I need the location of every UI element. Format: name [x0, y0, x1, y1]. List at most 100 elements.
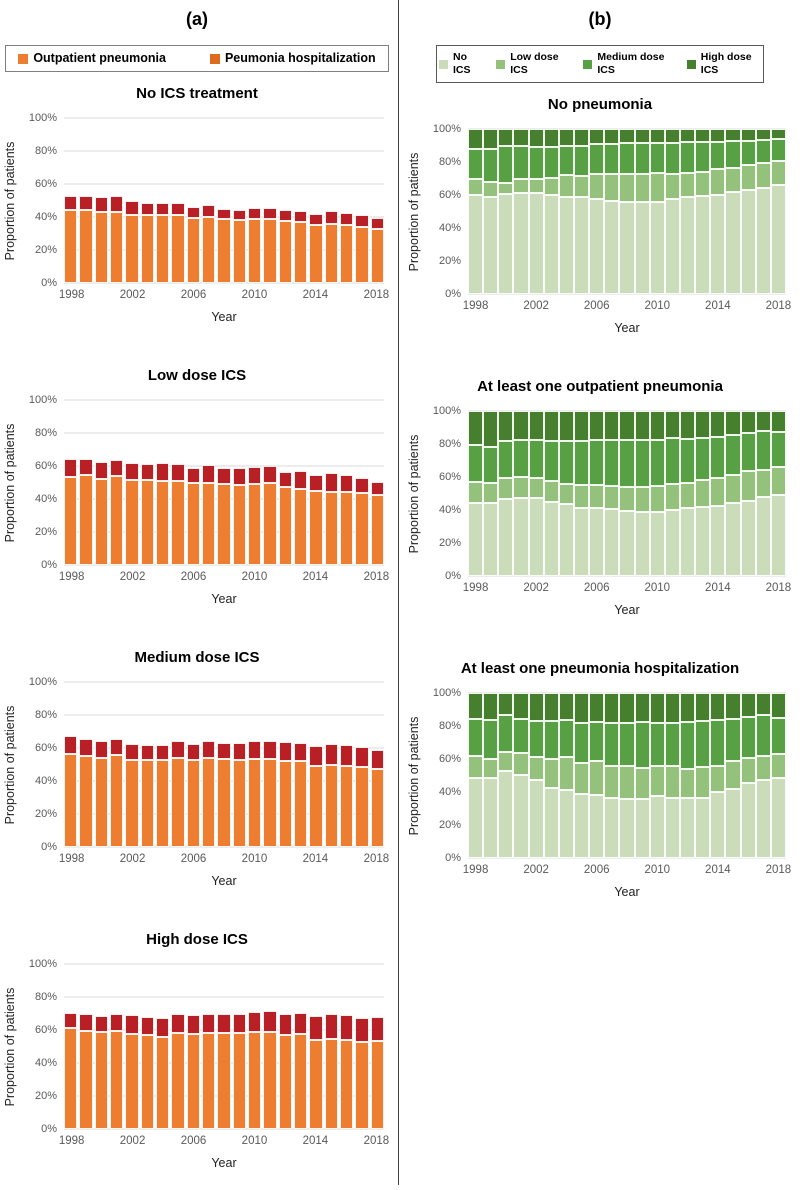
segment-high-dose-ics [619, 693, 635, 723]
segment-no-ics [468, 195, 484, 294]
segment-outpatient-pneumonia [278, 1034, 292, 1129]
segment-peumonia-hospitalization [155, 1017, 170, 1037]
segment-high-dose-ics [710, 129, 726, 143]
segment-low-dose-ics [543, 177, 559, 195]
bar-2004 [155, 118, 170, 283]
gridline [64, 183, 384, 185]
segment-peumonia-hospitalization [324, 211, 338, 225]
bar-2005 [171, 400, 185, 565]
segment-peumonia-hospitalization [201, 205, 216, 217]
y-tick-label: 40% [34, 211, 57, 223]
segment-no-ics [604, 797, 620, 858]
bar-2006 [186, 400, 200, 565]
plot-area: Proportion of patients 0% 20% 40% 60% 80% 100% [407, 405, 786, 582]
bar-2012 [278, 400, 292, 565]
segment-outpatient-pneumonia [339, 491, 354, 565]
segment-no-ics [558, 504, 574, 576]
x-axis-ticks: 1998 2002 2006 2010 2014 2018 [463, 582, 791, 598]
x-tick-label: 2014 [705, 864, 731, 876]
segment-medium-dose-ics [679, 721, 696, 769]
bar-2003 [543, 129, 559, 294]
segment-peumonia-hospitalization [263, 1011, 277, 1033]
segment-no-ics [679, 797, 696, 858]
bar-2007 [604, 129, 620, 294]
bar-2008 [619, 129, 635, 294]
segment-outpatient-pneumonia [278, 761, 292, 847]
segment-outpatient-pneumonia [64, 1028, 78, 1129]
segment-high-dose-ics [634, 129, 650, 144]
segment-no-ics [695, 797, 711, 858]
bar-2005 [171, 118, 185, 283]
bar-2001 [109, 964, 124, 1129]
segment-outpatient-pneumonia [355, 766, 369, 847]
chart-a-low-dose-ics: Low dose ICS Proportion of patients 0% 20%… [0, 366, 394, 606]
segment-outpatient-pneumonia [125, 1034, 139, 1129]
segment-low-dose-ics [498, 751, 514, 772]
panel-b: (b) No ICS Low dose ICS Medium dose ICS Hig… [404, 0, 796, 899]
gridline [64, 282, 384, 284]
bar-2006 [186, 118, 200, 283]
x-tick-label: 2006 [180, 853, 207, 865]
segment-outpatient-pneumonia [171, 1033, 185, 1129]
x-axis-ticks: 1998 2002 2006 2010 2014 2018 [59, 1135, 389, 1151]
segment-outpatient-pneumonia [201, 217, 216, 283]
segment-outpatient-pneumonia [293, 489, 308, 565]
gridline [64, 963, 384, 965]
segment-no-ics [468, 502, 484, 576]
chart-title: No pneumonia [547, 96, 653, 113]
segment-low-dose-ics [573, 763, 590, 795]
segment-medium-dose-ics [725, 141, 741, 168]
segment-high-dose-ics [573, 411, 590, 441]
segment-low-dose-ics [498, 477, 514, 500]
bar-2009 [634, 411, 650, 576]
segment-peumonia-hospitalization [109, 1013, 124, 1031]
segment-no-ics [755, 187, 771, 294]
segment-low-dose-ics [755, 755, 771, 781]
x-tick-label: 2014 [705, 300, 731, 312]
y-tick-label: 60% [438, 189, 461, 201]
bar-2016 [740, 693, 756, 858]
segment-peumonia-hospitalization [293, 211, 308, 222]
segment-medium-dose-ics [740, 140, 756, 166]
bar-2008 [619, 693, 635, 858]
y-tick-label: 60% [438, 471, 461, 483]
segment-peumonia-hospitalization [263, 466, 277, 484]
segment-no-ics [664, 199, 680, 294]
bar-2004 [155, 964, 170, 1129]
x-tick-label: 2010 [644, 300, 671, 312]
bar-2002 [125, 400, 139, 565]
segment-medium-dose-ics [725, 434, 741, 475]
bar-2011 [263, 400, 277, 565]
bar-2017 [755, 411, 771, 576]
segment-outpatient-pneumonia [201, 482, 216, 565]
low-dose-ics-swatch-icon [496, 59, 506, 69]
segment-outpatient-pneumonia [79, 756, 93, 847]
bar-2017 [355, 400, 369, 565]
segment-outpatient-pneumonia [355, 226, 369, 283]
panel-divider [398, 0, 399, 1185]
segment-medium-dose-ics [604, 143, 620, 175]
x-tick-label: 2018 [363, 1135, 390, 1147]
segment-low-dose-ics [604, 486, 620, 510]
segment-medium-dose-ics [619, 439, 635, 487]
bar-2012 [278, 118, 292, 283]
bar-2018 [370, 118, 384, 283]
bar-2001 [109, 682, 124, 847]
segment-peumonia-hospitalization [309, 213, 323, 226]
bar-2012 [278, 964, 292, 1129]
legend-item-no-ics: No ICS [439, 51, 481, 77]
segment-no-ics [634, 202, 650, 294]
panel-a-legend: Outpatient pneumonia Peumonia hospitaliza… [5, 45, 389, 72]
segment-outpatient-pneumonia [155, 215, 170, 283]
x-tick-label: 2002 [523, 582, 549, 594]
bar-2005 [573, 693, 590, 858]
segment-peumonia-hospitalization [339, 1015, 354, 1040]
segment-low-dose-ics [695, 767, 711, 798]
bar-1998 [468, 129, 484, 294]
y-tick-label: 20% [34, 808, 57, 820]
x-tick-label: 2018 [363, 289, 390, 301]
segment-low-dose-ics [513, 753, 529, 775]
x-axis-ticks: 1998 2002 2006 2010 2014 2018 [463, 864, 791, 880]
x-tick-label: 2014 [302, 1135, 329, 1147]
